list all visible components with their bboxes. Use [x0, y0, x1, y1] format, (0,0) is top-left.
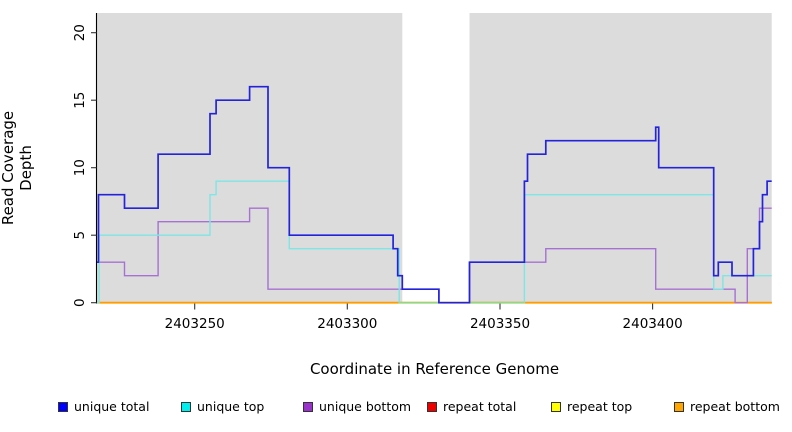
legend-swatch-icon [674, 402, 684, 412]
legend-item-repeat-top: repeat top [551, 400, 632, 414]
legend-label: unique top [197, 399, 265, 414]
y-tick-label: 0 [72, 298, 88, 307]
legend-label: repeat total [443, 399, 517, 414]
legend-item-repeat-bottom: repeat bottom [674, 400, 780, 414]
legend-swatch-icon [58, 402, 68, 412]
legend-label: repeat top [567, 399, 633, 414]
legend-swatch-icon [181, 402, 191, 412]
legend: unique total unique top unique bottom repea… [0, 400, 792, 418]
x-tick-label: 2403300 [317, 316, 377, 332]
y-axis-title: Read Coverage Depth [0, 110, 35, 226]
legend-swatch-icon [551, 402, 561, 412]
legend-label: repeat bottom [690, 399, 780, 414]
y-tick-label: 10 [72, 159, 88, 176]
legend-item-unique-top: unique top [181, 400, 264, 414]
series-unique-top [97, 180, 772, 304]
legend-item-repeat-total: repeat total [427, 400, 516, 414]
x-axis-title: Coordinate in Reference Genome [309, 360, 560, 378]
legend-swatch-icon [427, 402, 437, 412]
legend-item-unique-total: unique total [58, 400, 149, 414]
y-tick-label: 15 [72, 92, 88, 109]
y-tick-label: 5 [72, 231, 88, 240]
x-tick-label: 2403250 [165, 316, 225, 332]
x-tick-label: 2403350 [470, 316, 530, 332]
y-tick-label: 20 [72, 24, 88, 41]
legend-swatch-icon [303, 402, 313, 412]
x-tick-label: 2403400 [623, 316, 683, 332]
legend-item-unique-bottom: unique bottom [303, 400, 411, 414]
legend-label: unique total [74, 399, 150, 414]
series-unique-total [97, 85, 772, 304]
legend-label: unique bottom [319, 399, 412, 414]
shaded-region [469, 13, 772, 304]
shaded-region [97, 13, 403, 304]
